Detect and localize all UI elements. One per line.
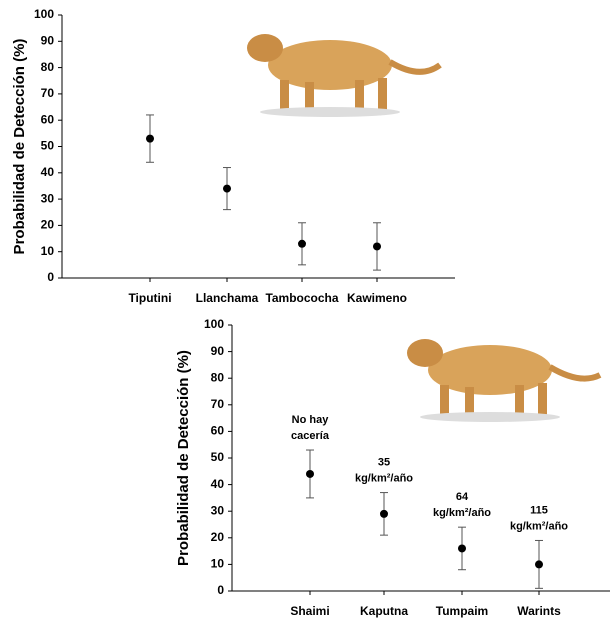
x-tick-label: Shaimi (290, 604, 329, 618)
y-tick-label: 70 (41, 86, 55, 100)
y-tick-label: 80 (41, 60, 55, 74)
point (380, 509, 388, 518)
x-tick-label: Kawimeno (347, 291, 407, 305)
y-tick-label: 0 (47, 270, 54, 284)
y-tick-label: 40 (211, 477, 225, 491)
annotation: cacería (291, 430, 330, 442)
y-tick-label: 60 (211, 424, 225, 438)
y-tick-label: 90 (41, 33, 55, 47)
y-tick-label: 90 (211, 344, 225, 358)
y-tick-label: 70 (211, 397, 225, 411)
y-axis-label: Probabilidad de Detección (%) (11, 39, 28, 255)
annotation: kg/km²/año (510, 520, 568, 532)
x-tick-label: Warints (517, 604, 561, 618)
y-tick-label: 100 (204, 317, 224, 331)
annotation: kg/km²/año (433, 507, 491, 519)
y-tick-label: 40 (41, 165, 55, 179)
y-tick-label: 50 (211, 450, 225, 464)
x-tick-label: Tumpaim (436, 604, 488, 618)
y-tick-label: 20 (211, 530, 225, 544)
point (306, 469, 314, 478)
jaguar-illustration (247, 34, 442, 117)
y-tick-label: 30 (211, 503, 225, 517)
point (146, 134, 154, 143)
point (223, 184, 231, 193)
annotation: kg/km²/año (355, 472, 413, 484)
annotation: No hay (292, 414, 330, 426)
y-tick-label: 50 (41, 139, 55, 153)
y-tick-label: 80 (211, 370, 225, 384)
point (535, 560, 543, 569)
y-tick-label: 0 (217, 583, 224, 597)
jaguar-illustration (407, 339, 602, 422)
y-tick-label: 10 (211, 557, 225, 571)
y-tick-label: 10 (41, 244, 55, 258)
x-tick-label: Llanchama (196, 291, 259, 305)
x-tick-label: Tiputini (128, 291, 171, 305)
x-tick-label: Kaputna (360, 604, 408, 618)
annotation: 64 (456, 491, 469, 503)
annotation: 35 (378, 456, 390, 468)
annotation: 115 (530, 504, 548, 516)
y-axis-label: Probabilidad de Detección (%) (175, 350, 192, 566)
y-tick-label: 30 (41, 191, 55, 205)
point (298, 239, 306, 248)
point (373, 242, 381, 251)
y-tick-label: 20 (41, 218, 55, 232)
point (458, 544, 466, 553)
x-tick-label: Tambococha (265, 291, 338, 305)
y-tick-label: 60 (41, 112, 55, 126)
y-tick-label: 100 (34, 7, 54, 21)
